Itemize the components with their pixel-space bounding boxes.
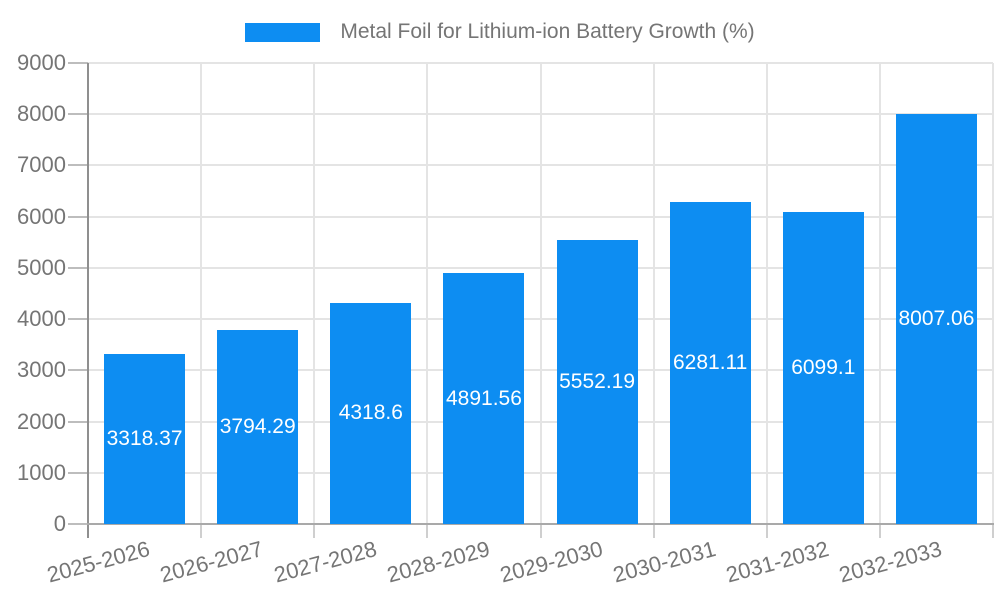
y-axis-tick: [68, 266, 88, 269]
x-axis-tick: [652, 524, 655, 538]
x-axis-tick-label: 2027-2028: [270, 536, 380, 588]
x-axis-tick-label: 2031-2032: [723, 536, 832, 588]
x-axis-tick-label: 2025-2026: [44, 536, 153, 588]
y-axis-tick-label: 3000: [17, 357, 66, 383]
x-axis-tick-label: 2029-2030: [497, 536, 606, 588]
bar-value-label: 8007.06: [898, 306, 975, 330]
v-gridline: [539, 63, 542, 524]
y-axis-tick: [68, 215, 88, 218]
y-axis-tick-label: 4000: [17, 306, 66, 332]
y-axis-tick: [68, 318, 88, 321]
legend[interactable]: Metal Foil for Lithium-ion Battery Growt…: [0, 20, 1000, 44]
y-axis-tick: [68, 523, 88, 525]
y-axis-line: [87, 63, 89, 538]
bar[interactable]: [443, 273, 525, 524]
y-axis-tick-label: 6000: [17, 203, 66, 229]
y-axis-tick-label: 1000: [17, 459, 66, 485]
y-axis-tick: [68, 164, 88, 167]
bar[interactable]: [782, 211, 864, 524]
y-axis-tick: [68, 369, 88, 372]
bar-value-label: 4318.6: [338, 401, 403, 425]
bar[interactable]: [330, 302, 412, 524]
x-axis-tick: [426, 524, 429, 538]
x-axis-tick: [539, 524, 542, 538]
bar-value-label: 6099.1: [791, 355, 856, 379]
legend-swatch: [245, 22, 321, 42]
v-gridline: [426, 63, 429, 524]
v-gridline: [313, 63, 316, 524]
bar[interactable]: [104, 354, 186, 524]
bar-value-label: 5552.19: [559, 369, 636, 393]
x-axis-tick: [313, 524, 316, 538]
v-gridline: [878, 63, 881, 524]
bar[interactable]: [895, 113, 977, 524]
v-gridline: [765, 63, 768, 524]
bar[interactable]: [669, 202, 751, 524]
v-gridline: [652, 63, 655, 524]
x-axis-line: [87, 523, 994, 525]
x-axis-tick-label: 2028-2029: [384, 536, 493, 588]
x-axis-tick: [878, 524, 881, 538]
y-axis-tick-label: 9000: [17, 50, 66, 75]
x-axis-tick: [200, 524, 203, 538]
bar-value-label: 6281.11: [673, 351, 748, 375]
y-axis-tick: [68, 420, 88, 423]
y-axis-tick-label: 0: [53, 511, 66, 536]
y-axis-tick-label: 5000: [17, 254, 66, 280]
y-axis-tick-label: 8000: [17, 101, 66, 127]
v-gridline: [200, 63, 203, 524]
y-axis-tick: [68, 62, 88, 64]
bar[interactable]: [556, 239, 638, 524]
y-axis-tick-label: 2000: [17, 408, 66, 434]
bar-value-label: 3318.37: [106, 427, 183, 450]
y-axis-tick-label: 7000: [17, 152, 66, 178]
x-axis-tick-label: 2026-2027: [157, 536, 266, 588]
y-axis-tick: [68, 471, 88, 474]
x-axis-tick-label: 2030-2031: [610, 536, 719, 588]
x-axis-tick: [765, 524, 768, 538]
bar-value-label: 4891.56: [445, 386, 522, 410]
v-gridline: [992, 63, 994, 524]
x-axis-tick: [992, 524, 994, 538]
legend-label: Metal Foil for Lithium-ion Battery Growt…: [340, 20, 755, 43]
bar[interactable]: [217, 329, 299, 524]
x-axis-tick-label: 2032-2033: [836, 536, 945, 588]
bar-value-label: 3794.29: [219, 414, 296, 438]
y-axis-tick: [68, 113, 88, 116]
